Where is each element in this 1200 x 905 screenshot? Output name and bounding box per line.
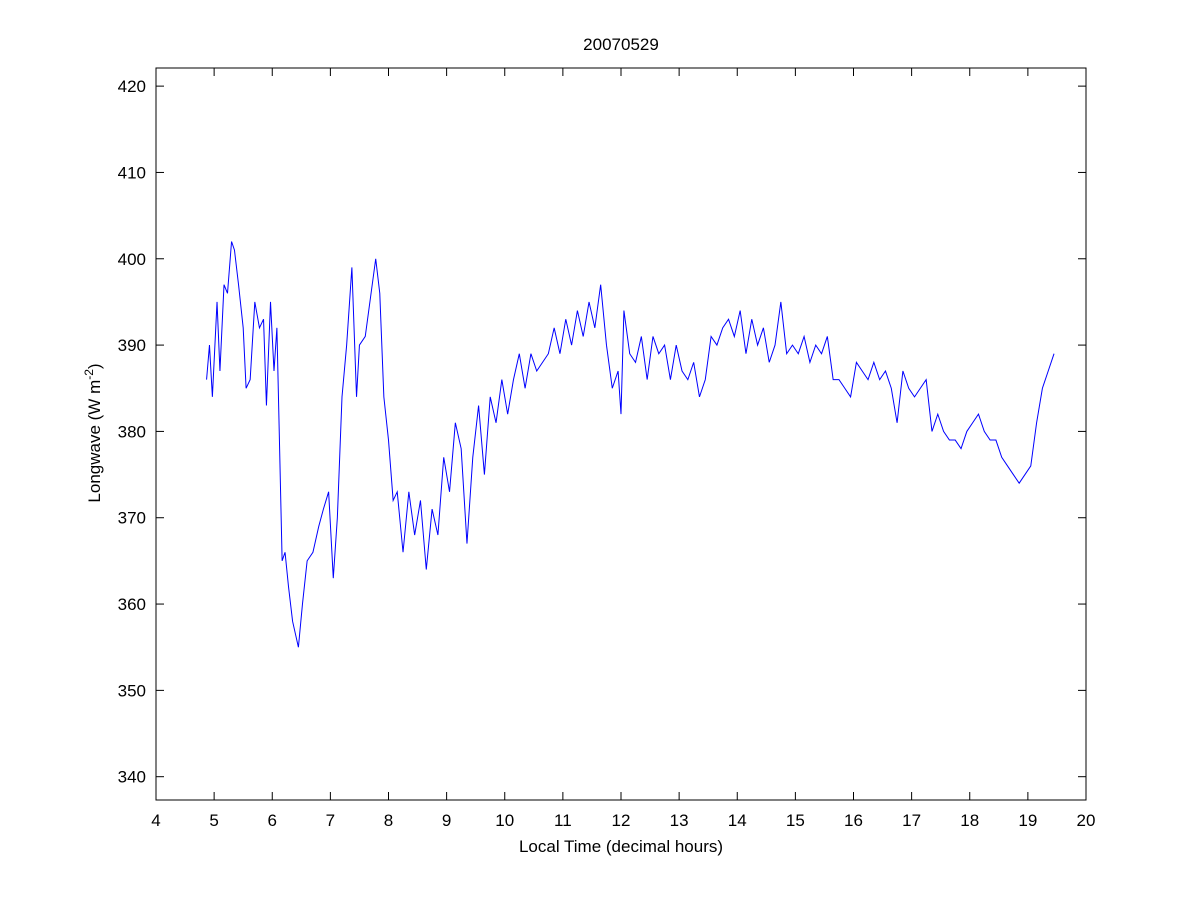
chart-title: 20070529 [583, 35, 659, 54]
x-tick-label: 4 [151, 811, 160, 830]
y-axis-label: Longwave (W m-2) [82, 363, 104, 502]
x-tick-label: 8 [384, 811, 393, 830]
y-tick-label: 420 [118, 77, 146, 96]
x-tick-label: 12 [612, 811, 631, 830]
x-tick-label: 14 [728, 811, 747, 830]
x-tick-label: 9 [442, 811, 451, 830]
x-tick-label: 11 [554, 811, 572, 830]
x-tick-label: 16 [844, 811, 863, 830]
data-line [206, 241, 1055, 648]
y-tick-label: 400 [118, 250, 146, 269]
y-tick-label: 360 [118, 595, 146, 614]
x-tick-label: 13 [670, 811, 689, 830]
x-tick-label: 5 [209, 811, 218, 830]
y-tick-label: 410 [118, 163, 146, 182]
y-label-main: Longwave (W m [85, 380, 104, 503]
y-tick-label: 370 [118, 509, 146, 528]
x-tick-label: 10 [495, 811, 514, 830]
y-label-sup: -2 [82, 369, 96, 380]
x-tick-label: 20 [1077, 811, 1096, 830]
x-tick-label: 19 [1018, 811, 1037, 830]
x-tick-label: 7 [326, 811, 335, 830]
y-tick-label: 340 [118, 768, 146, 787]
x-tick-label: 6 [268, 811, 277, 830]
y-tick-label: 390 [118, 336, 146, 355]
y-tick-label: 350 [118, 681, 146, 700]
x-axis-label: Local Time (decimal hours) [519, 837, 723, 856]
y-tick-label: 380 [118, 422, 146, 441]
plot-frame [155, 67, 1087, 801]
x-tick-label: 18 [960, 811, 979, 830]
x-tick-label: 17 [902, 811, 921, 830]
y-label-end: ) [85, 363, 104, 369]
x-tick-label: 15 [786, 811, 805, 830]
